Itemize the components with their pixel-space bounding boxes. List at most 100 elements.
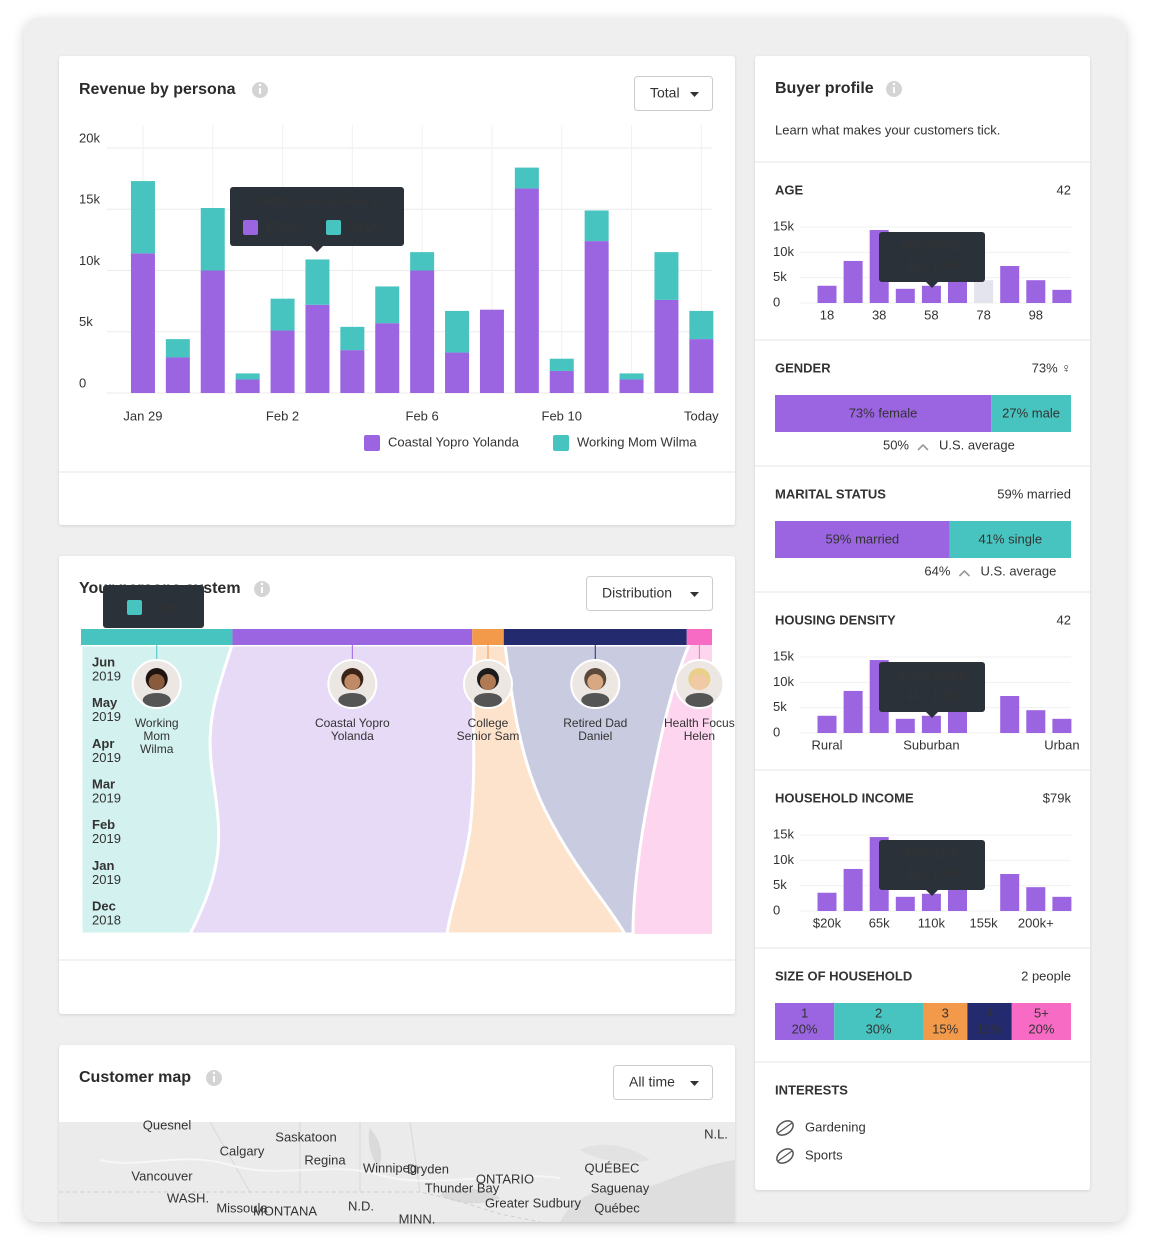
info-icon[interactable] — [254, 581, 270, 597]
bar-segment — [689, 339, 714, 393]
y-tick-label: 15k — [773, 648, 794, 663]
dropdown[interactable]: Total — [634, 76, 713, 111]
section-summary: 2 people — [1021, 968, 1071, 983]
x-tick-label: Suburban — [903, 737, 959, 752]
info-icon[interactable] — [886, 81, 902, 97]
avatar-body — [685, 693, 714, 707]
y-tick-label: 5k — [773, 877, 787, 892]
x-tick-label: 38 — [872, 307, 886, 322]
bar-segment — [130, 253, 155, 393]
x-tick-label: Feb 6 — [406, 408, 439, 423]
tooltip-value: 4k · 13% — [906, 257, 958, 272]
segment-label: 30% — [866, 1021, 892, 1036]
section-title: HOUSING DENSITY — [775, 612, 896, 627]
section-summary: $79k — [1043, 790, 1072, 805]
bar — [921, 285, 941, 303]
persona-name: Coastal Yopro Yolanda — [314, 717, 390, 743]
x-tick-label: 65k — [869, 915, 890, 930]
tooltip-pointer — [311, 246, 323, 252]
bar-segment — [549, 358, 574, 371]
avatar-face — [344, 674, 361, 690]
bar-segment — [270, 298, 295, 331]
y-tick-label: 15k — [773, 218, 794, 233]
bar — [895, 718, 915, 733]
bar-segment — [549, 370, 574, 393]
bar — [817, 285, 837, 303]
tooltip-pointer — [926, 282, 938, 288]
row-year: 2019 — [92, 750, 121, 765]
persona-name: Retired Dad Daniel — [563, 717, 628, 743]
bar-segment — [200, 208, 225, 271]
bar — [895, 896, 915, 911]
info-icon[interactable] — [206, 1070, 222, 1086]
persona-name: Working Mom Wilma — [134, 717, 179, 756]
bar-segment — [235, 379, 260, 393]
bar — [1026, 280, 1046, 303]
bar-segment — [445, 352, 470, 393]
x-tick-label: Feb 10 — [542, 408, 582, 423]
persona-label: Working Mom Wilma — [134, 717, 179, 756]
bar-segment — [654, 252, 679, 300]
bar — [1000, 696, 1020, 733]
segment-label: 15% — [977, 1021, 1003, 1036]
bar — [1052, 896, 1072, 911]
x-tick-label: 78 — [976, 307, 990, 322]
avatar-face — [148, 674, 165, 690]
x-tick-label: 18 — [820, 307, 834, 322]
tooltip-value: 4k · 13% — [906, 687, 958, 702]
y-tick-label: 0 — [773, 294, 780, 309]
row-month: Jan — [92, 858, 114, 873]
segment-category: 2 — [875, 1005, 882, 1020]
bar-segment — [340, 326, 365, 351]
legend-label: Working Mom Wilma — [577, 434, 697, 449]
dropdown[interactable]: Distribution — [586, 576, 713, 611]
bar-segment — [584, 241, 609, 393]
dropdown[interactable]: All time — [613, 1065, 713, 1100]
tooltip — [230, 187, 404, 246]
map-place: Vancouver — [131, 1168, 193, 1183]
tooltip-swatch — [326, 220, 341, 235]
segment-label: 20% — [1028, 1021, 1054, 1036]
map-place: Winnipeg — [363, 1160, 417, 1175]
bar-segment — [445, 310, 470, 353]
map-place: Greater Sudbury — [485, 1195, 582, 1210]
segment-label: 20% — [792, 1021, 818, 1036]
avatar-face — [479, 674, 496, 690]
persona-label: Health Focus Helen — [664, 717, 735, 743]
bar-segment — [514, 188, 539, 393]
stream-area — [79, 643, 235, 936]
bar — [817, 892, 837, 911]
map-place: ONTARIO — [476, 1171, 534, 1186]
bar — [843, 260, 863, 303]
persona-name: Health Focus Helen — [664, 717, 735, 743]
section-title: INTERESTS — [775, 1082, 848, 1097]
persona-label: College Senior Sam — [457, 717, 520, 743]
row-month: Feb — [92, 817, 115, 832]
section-summary: 42 — [1057, 182, 1071, 197]
row-month: Apr — [92, 736, 114, 751]
bar-segment — [375, 286, 400, 324]
x-tick-label: 155k — [969, 915, 998, 930]
card-title: Revenue by persona — [79, 81, 236, 98]
tooltip — [879, 232, 985, 282]
info-icon[interactable] — [252, 82, 268, 98]
bar — [921, 715, 941, 733]
bar — [1000, 266, 1020, 303]
bar-segment — [165, 339, 190, 358]
bar-segment — [991, 395, 1071, 432]
map-place: Calgary — [220, 1143, 265, 1158]
dropdown-label: Distribution — [602, 585, 672, 601]
tooltip-swatch — [243, 220, 258, 235]
segment-label: 41% single — [979, 531, 1043, 546]
map-place: Saskatoon — [275, 1129, 336, 1144]
y-tick-label: 10k — [773, 674, 794, 689]
avatar-face — [587, 674, 604, 690]
dropdown-label: Total — [650, 85, 680, 101]
y-tick-label: 15k — [79, 192, 100, 207]
tooltip-title: Age 43–52 — [901, 237, 964, 252]
map-place: MONTANA — [253, 1203, 317, 1218]
bar-segment — [967, 1003, 1012, 1040]
row-year: 2019 — [92, 668, 121, 683]
map-place: Saguenay — [591, 1180, 650, 1195]
